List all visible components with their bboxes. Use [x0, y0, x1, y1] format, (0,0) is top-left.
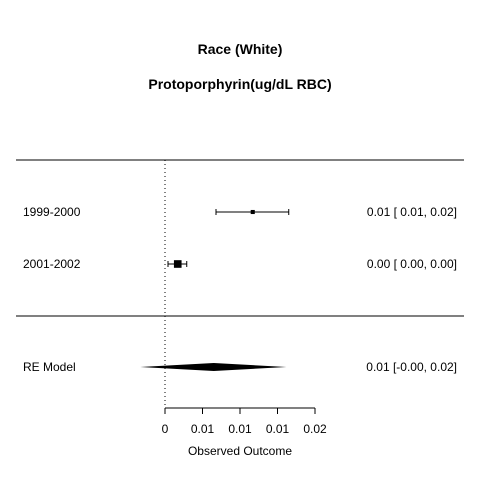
x-axis: 0 0.01 0.01 0.01 0.02 — [162, 407, 327, 436]
x-tick-label: 0.02 — [303, 422, 327, 436]
point-estimate — [250, 209, 255, 215]
study-label: 2001-2002 — [23, 257, 81, 271]
ci-text: 0.00 [ 0.00, 0.00] — [367, 257, 457, 271]
x-axis-label: Observed Outcome — [188, 444, 292, 458]
study-row: 1999-2000 0.01 [ 0.01, 0.02] — [23, 205, 457, 219]
x-tick-label: 0.01 — [228, 422, 252, 436]
x-tick-label: 0 — [162, 422, 169, 436]
summary-diamond — [140, 363, 287, 371]
chart-subtitle: Protoporphyrin(ug/dL RBC) — [148, 76, 331, 92]
x-tick-label: 0.01 — [266, 422, 290, 436]
point-estimate — [173, 260, 182, 268]
study-row: 2001-2002 0.00 [ 0.00, 0.00] — [23, 257, 457, 271]
ci-text: 0.01 [ 0.01, 0.02] — [367, 205, 457, 219]
summary-label: RE Model — [23, 360, 76, 374]
x-tick-label: 0.01 — [191, 422, 215, 436]
study-rows: 1999-2000 0.01 [ 0.01, 0.02] 2001-2002 0.00… — [23, 205, 457, 271]
summary-row: RE Model 0.01 [-0.00, 0.02] — [23, 360, 457, 374]
study-label: 1999-2000 — [23, 205, 81, 219]
chart-title: Race (White) — [198, 41, 283, 57]
summary-ci-text: 0.01 [-0.00, 0.02] — [366, 360, 457, 374]
